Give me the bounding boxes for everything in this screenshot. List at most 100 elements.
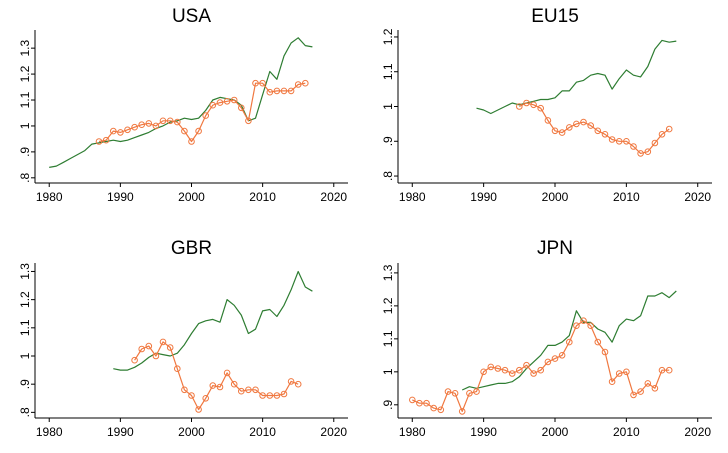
data-point [209,101,217,109]
data-point [110,127,117,135]
data-point [437,406,445,414]
data-point [665,125,673,133]
y-tick-label: 1 [381,103,395,110]
y-tick-label: .9 [18,147,32,157]
series-line-1 [476,39,677,115]
data-point [174,118,181,126]
data-point [138,121,145,128]
data-point [523,99,530,107]
chart-panel-usa: USA .8 .9 1 1.1 1.2 1.3 1980 1990 2000 2010 2020 [18,6,348,204]
data-point [266,392,274,399]
y-tick-label: 1 [18,122,32,129]
data-point [516,103,523,110]
y-tick-label: 1.3 [381,264,395,281]
y-tick-label: 1.3 [18,263,32,280]
y-tick-label: 1.2 [18,291,32,308]
data-point [294,380,302,388]
data-point [580,317,587,325]
y-tick-label: 1.2 [381,28,395,45]
data-point [623,138,630,145]
x-tick-label: 1980 [399,190,426,204]
data-point [209,382,217,389]
data-point [558,129,566,136]
data-point [651,385,659,392]
data-point [608,136,616,143]
data-point [637,388,644,395]
data-point [558,352,566,359]
y-tick-label: .9 [381,136,395,146]
data-point [280,87,288,95]
x-tick-label: 2020 [684,190,711,204]
y-tick-label: .8 [381,171,395,181]
x-tick-label: 2020 [684,425,711,439]
data-point [280,390,288,398]
data-point [451,390,459,397]
data-point [423,399,430,407]
data-point [216,99,224,106]
y-tick-label: 1.2 [18,65,32,82]
y-tick-label: .8 [18,172,32,182]
data-point [95,138,103,145]
x-tick-label: 2010 [249,190,276,204]
data-point [587,322,595,330]
data-point [166,344,174,351]
chart-panel-eu15: EU15 .8 .9 1 1.1 1.2 1980 1990 2000 2010 2020 [381,6,712,204]
data-point [644,380,652,387]
data-point [587,122,595,129]
data-point [480,368,487,376]
x-tick-label: 2020 [320,190,347,204]
data-point [501,366,509,374]
data-point [580,118,587,126]
data-point [537,366,545,374]
x-tick-label: 2010 [613,425,640,439]
data-point [223,369,231,377]
data-point [630,143,637,150]
data-point [551,127,559,135]
series-line-2 [412,320,670,412]
x-tick-label: 2010 [249,425,276,439]
data-point [159,117,167,125]
data-point [551,355,559,362]
data-point [188,138,195,145]
data-point [530,101,537,109]
data-point [615,370,623,377]
data-point [573,322,580,330]
x-tick-label: 2020 [320,425,347,439]
x-tick-label: 2000 [178,425,205,439]
data-point [145,342,153,350]
panel-title: USA [172,6,211,27]
y-tick-label: 1 [18,352,32,359]
data-point [259,79,266,87]
y-tick-label: .9 [18,379,32,389]
chart-panel-jpn: JPN .9 1 1.1 1.2 1.3 1980 1990 2000 2010 2020 [381,238,712,439]
data-point [252,79,259,87]
data-point [594,127,602,135]
data-point [195,127,202,135]
data-point [181,127,188,135]
data-point [651,139,659,147]
data-point [238,104,245,112]
x-tick-label: 1980 [36,425,63,439]
panel-title: EU15 [531,6,579,27]
series-line-1 [49,37,313,168]
data-point [294,81,302,88]
data-point [166,117,174,125]
x-tick-label: 1990 [107,425,134,439]
data-point [409,396,416,404]
data-point [230,96,238,104]
x-tick-label: 1980 [36,190,63,204]
data-point [566,338,573,346]
data-point [644,148,652,155]
x-tick-label: 2010 [613,190,640,204]
data-point [152,352,160,360]
data-point [566,124,573,131]
series-line-1 [113,270,313,371]
data-point [188,392,195,399]
x-tick-label: 1990 [107,190,134,204]
data-point [623,368,630,376]
data-point [544,358,552,366]
data-point [259,392,266,399]
data-point [174,365,181,373]
data-point [601,131,609,138]
y-tick-label: .9 [381,399,395,409]
